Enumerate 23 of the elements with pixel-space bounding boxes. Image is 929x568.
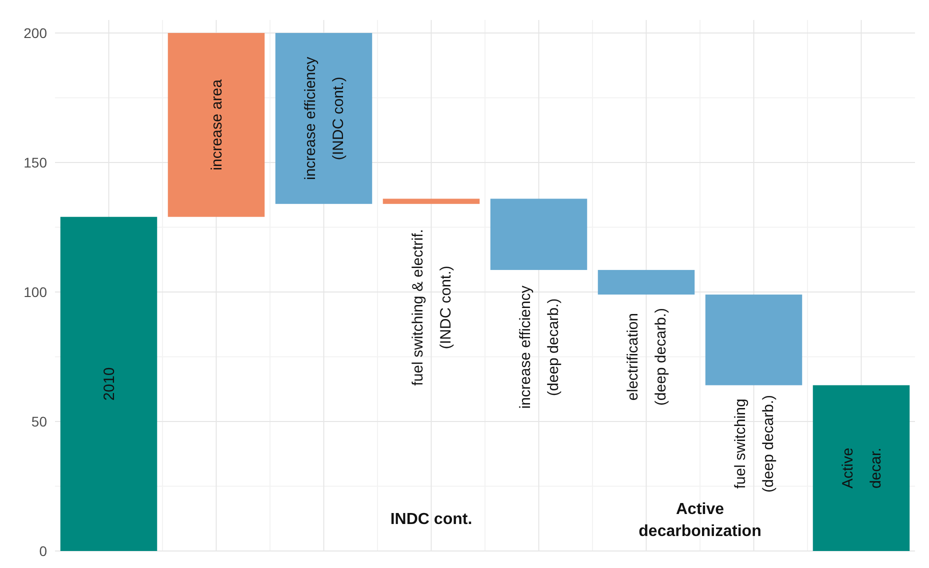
y-tick-label: 0 — [39, 542, 48, 559]
x-tick-label: 2010 — [100, 367, 118, 401]
x-tick-label: increase efficiency (deep decarb.) — [516, 285, 562, 409]
y-tick-label: 50 — [31, 413, 48, 430]
bar — [60, 216, 158, 551]
bar — [812, 385, 910, 551]
x-tick-label: Active decar. — [839, 448, 884, 489]
bar — [168, 32, 265, 217]
bar — [598, 270, 695, 295]
annotation: INDC cont. — [390, 511, 472, 528]
x-tick-label: fuel switching & electrif. (INDC cont.) — [409, 229, 454, 386]
y-tick-label: 150 — [24, 154, 48, 170]
y-tick-label: 200 — [24, 24, 48, 41]
y-tick-label: 100 — [24, 284, 48, 300]
bar — [382, 198, 480, 204]
annotation: Active decarbonization — [638, 501, 762, 540]
bar — [275, 32, 372, 204]
x-tick-label: increase area — [208, 78, 226, 170]
x-tick-label: fuel switching (deep decarb.) — [732, 394, 777, 493]
bar — [490, 198, 588, 270]
bar — [705, 294, 802, 386]
x-tick-label: increase efficiency (INDC cont.) — [302, 56, 347, 180]
x-tick-label: electrification (deep decarb.) — [624, 308, 670, 406]
